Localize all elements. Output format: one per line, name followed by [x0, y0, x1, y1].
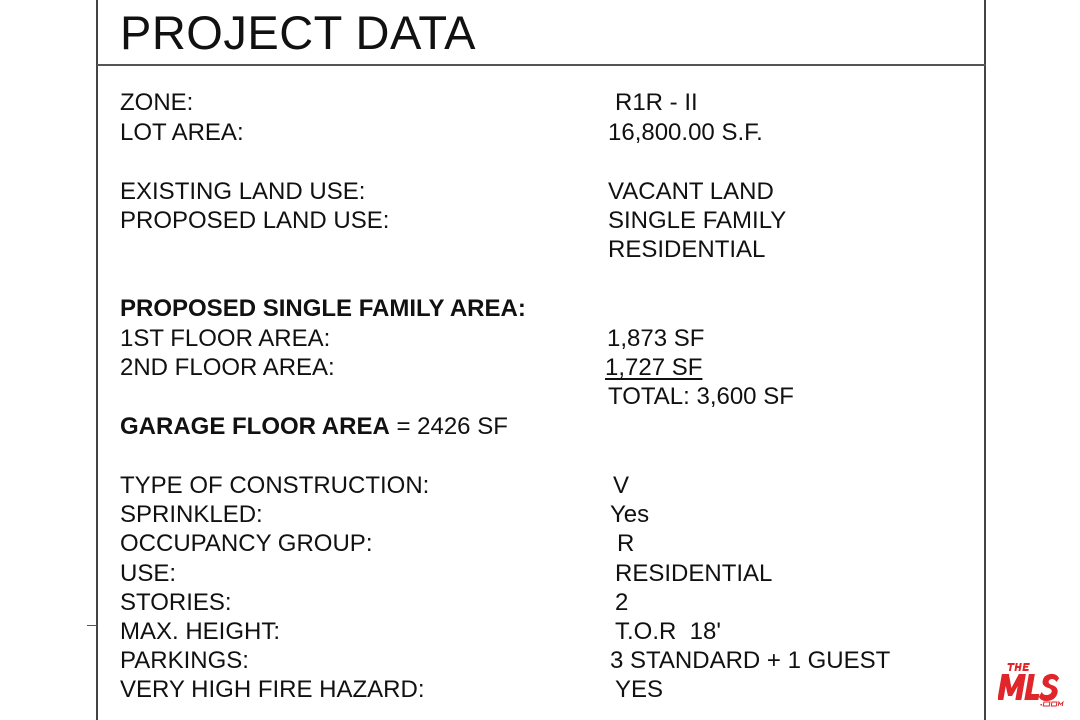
proposed-land-use-value: SINGLE FAMILY	[608, 207, 787, 234]
occupancy-value: R	[617, 530, 635, 557]
fire-hazard-value: YES	[615, 676, 664, 703]
lot-area-value: 16,800.00 S.F.	[608, 119, 763, 146]
logo-mark	[1022, 669, 1029, 671]
logo-mark	[1050, 701, 1058, 707]
logo-mark	[1057, 700, 1064, 706]
proposed-area-heading: PROPOSED SINGLE FAMILY AREA:	[120, 295, 526, 322]
construction-value: V	[613, 472, 630, 499]
garage-row: GARAGE FLOOR AREA = 2426 SF	[120, 413, 508, 441]
proposed-land-use-label: PROPOSED LAND USE:	[120, 207, 390, 234]
construction-label: TYPE OF CONSTRUCTION:	[120, 472, 430, 499]
page-title: PROJECT DATA	[120, 6, 476, 59]
zone-label: ZONE:	[120, 89, 194, 116]
logo-mark	[1040, 704, 1043, 706]
logo-mark	[1024, 674, 1040, 700]
logo-mark	[1023, 663, 1030, 665]
parkings-label: PARKINGS:	[120, 647, 249, 674]
lot-area-label: LOT AREA:	[120, 119, 244, 146]
first-floor-label: 1ST FLOOR AREA:	[120, 325, 331, 352]
first-floor-value: 1,873 SF	[607, 325, 705, 352]
second-floor-label: 2ND FLOOR AREA:	[120, 354, 335, 381]
parkings-value: 3 STANDARD + 1 GUEST	[610, 647, 891, 674]
left-border	[96, 0, 98, 720]
logo-mark	[1038, 673, 1060, 701]
logo-mark	[1023, 666, 1029, 668]
max-height-label: MAX. HEIGHT:	[120, 618, 281, 645]
second-floor-value: 1,727 SF	[605, 354, 703, 381]
logo-mark	[1014, 666, 1022, 668]
sprinkled-label: SPRINKLED:	[120, 501, 263, 528]
zone-value: R1R - II	[615, 89, 698, 116]
logo-mark	[1042, 701, 1051, 707]
sprinkled-value: Yes	[610, 501, 650, 528]
title-divider	[97, 64, 986, 66]
the-mls-logo	[998, 663, 1064, 707]
garage-label: GARAGE FLOOR AREA	[120, 413, 390, 440]
existing-land-use-value: VACANT LAND	[608, 178, 774, 205]
max-height-value: T.O.R 18'	[615, 618, 721, 645]
occupancy-label: OCCUPANCY GROUP:	[120, 530, 373, 557]
logo-mark	[1008, 663, 1013, 671]
total-area: TOTAL: 3,600 SF	[608, 383, 794, 410]
use-value: RESIDENTIAL	[615, 560, 773, 587]
existing-land-use-label: EXISTING LAND USE:	[120, 178, 366, 205]
proposed-land-use-value-2: RESIDENTIAL	[608, 236, 766, 263]
border-tick	[87, 625, 97, 626]
right-border	[984, 0, 986, 720]
stories-label: STORIES:	[120, 589, 232, 616]
logo-mark	[998, 674, 1026, 700]
garage-value: = 2426 SF	[389, 413, 508, 440]
stories-value: 2	[615, 589, 629, 616]
use-label: USE:	[120, 560, 177, 587]
fire-hazard-label: VERY HIGH FIRE HAZARD:	[120, 676, 425, 703]
